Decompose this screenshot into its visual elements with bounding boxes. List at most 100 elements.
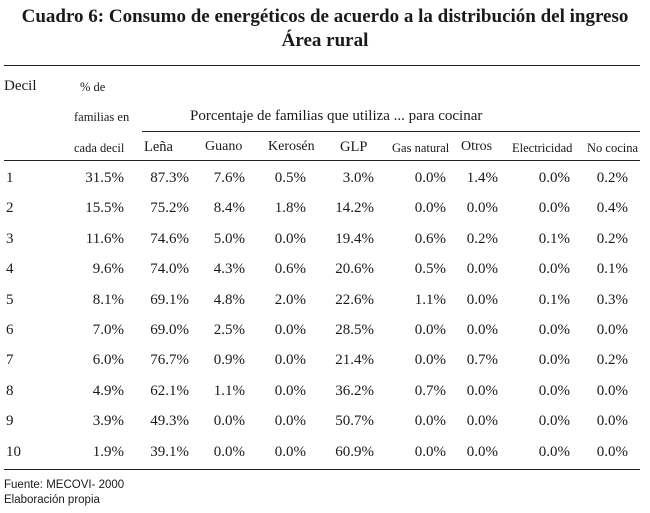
row-kerosen: 0.0% bbox=[274, 383, 306, 399]
row-pct-familias: 6.0% bbox=[92, 352, 124, 368]
row-no-cocina: 0.2% bbox=[596, 170, 628, 186]
row-guano: 0.0% bbox=[213, 444, 245, 460]
row-otros: 0.0% bbox=[466, 200, 498, 216]
row-no-cocina: 0.3% bbox=[596, 292, 628, 308]
row-gas-natural: 0.6% bbox=[414, 231, 446, 247]
row-glp: 36.2% bbox=[335, 383, 374, 399]
row-pct-familias: 9.6% bbox=[92, 261, 124, 277]
authorship-note: Elaboración propia bbox=[4, 494, 100, 506]
row-guano: 7.6% bbox=[213, 170, 245, 186]
row-lena: 76.7% bbox=[150, 352, 189, 368]
top-rule bbox=[4, 65, 640, 66]
row-gas-natural: 0.0% bbox=[414, 200, 446, 216]
row-kerosen: 0.0% bbox=[274, 352, 306, 368]
row-gas-natural: 0.0% bbox=[414, 413, 446, 429]
row-decil: 3 bbox=[6, 231, 14, 247]
row-decil: 7 bbox=[6, 352, 14, 368]
row-lena: 75.2% bbox=[150, 200, 189, 216]
row-electricidad: 0.0% bbox=[538, 383, 570, 399]
row-glp: 3.0% bbox=[342, 170, 374, 186]
row-electricidad: 0.0% bbox=[538, 444, 570, 460]
row-otros: 0.0% bbox=[466, 322, 498, 338]
row-kerosen: 0.5% bbox=[274, 170, 306, 186]
row-guano: 4.8% bbox=[213, 292, 245, 308]
row-electricidad: 0.0% bbox=[538, 352, 570, 368]
row-kerosen: 0.0% bbox=[274, 444, 306, 460]
row-guano: 1.1% bbox=[213, 383, 245, 399]
row-lena: 69.1% bbox=[150, 292, 189, 308]
header-bottom-rule bbox=[4, 160, 640, 161]
row-otros: 0.0% bbox=[466, 413, 498, 429]
row-guano: 2.5% bbox=[213, 322, 245, 338]
row-gas-natural: 0.0% bbox=[414, 352, 446, 368]
row-decil: 10 bbox=[6, 444, 21, 460]
header-pct-line3: cada decil bbox=[74, 141, 125, 155]
row-glp: 14.2% bbox=[335, 200, 374, 216]
row-glp: 22.6% bbox=[335, 292, 374, 308]
source-note: Fuente: MECOVI- 2000 bbox=[4, 479, 125, 491]
row-pct-familias: 7.0% bbox=[92, 322, 124, 338]
row-decil: 2 bbox=[6, 200, 14, 216]
header-col-lena: Leña bbox=[144, 139, 173, 155]
row-electricidad: 0.0% bbox=[538, 170, 570, 186]
row-decil: 8 bbox=[6, 383, 14, 399]
row-no-cocina: 0.4% bbox=[596, 200, 628, 216]
row-lena: 49.3% bbox=[150, 413, 189, 429]
row-kerosen: 0.6% bbox=[274, 261, 306, 277]
row-guano: 5.0% bbox=[213, 231, 245, 247]
row-pct-familias: 4.9% bbox=[92, 383, 124, 399]
row-decil: 9 bbox=[6, 413, 14, 429]
row-kerosen: 0.0% bbox=[274, 231, 306, 247]
header-col-kerosen: Kerosén bbox=[268, 139, 315, 154]
row-glp: 20.6% bbox=[335, 261, 374, 277]
row-no-cocina: 0.0% bbox=[596, 444, 628, 460]
header-col-electricidad: Electricidad bbox=[512, 141, 573, 155]
row-gas-natural: 0.5% bbox=[414, 261, 446, 277]
row-otros: 0.0% bbox=[466, 383, 498, 399]
row-electricidad: 0.0% bbox=[538, 200, 570, 216]
row-no-cocina: 0.0% bbox=[596, 322, 628, 338]
row-no-cocina: 0.2% bbox=[596, 231, 628, 247]
row-decil: 1 bbox=[6, 170, 14, 186]
table-title: Cuadro 6: Consumo de energéticos de acue… bbox=[21, 6, 629, 27]
row-kerosen: 1.8% bbox=[274, 200, 306, 216]
row-kerosen: 0.0% bbox=[274, 413, 306, 429]
row-decil: 5 bbox=[6, 292, 14, 308]
row-guano: 0.9% bbox=[213, 352, 245, 368]
header-pct-line1: % de bbox=[80, 80, 106, 94]
row-decil: 6 bbox=[6, 322, 14, 338]
header-col-no-cocina: No cocina bbox=[587, 141, 639, 155]
row-electricidad: 0.1% bbox=[538, 292, 570, 308]
header-subrule bbox=[142, 131, 640, 132]
row-otros: 0.0% bbox=[466, 261, 498, 277]
row-gas-natural: 0.7% bbox=[414, 383, 446, 399]
row-electricidad: 0.0% bbox=[538, 413, 570, 429]
row-glp: 21.4% bbox=[335, 352, 374, 368]
row-pct-familias: 3.9% bbox=[92, 413, 124, 429]
row-no-cocina: 0.2% bbox=[596, 352, 628, 368]
header-group-label: Porcentaje de familias que utiliza ... p… bbox=[190, 108, 483, 124]
row-lena: 74.0% bbox=[150, 261, 189, 277]
row-gas-natural: 0.0% bbox=[414, 170, 446, 186]
row-otros: 0.7% bbox=[466, 352, 498, 368]
row-glp: 28.5% bbox=[335, 322, 374, 338]
row-otros: 0.2% bbox=[466, 231, 498, 247]
header-col-gas-natural: Gas natural bbox=[392, 141, 450, 155]
header-col-glp: GLP bbox=[340, 139, 368, 155]
row-pct-familias: 31.5% bbox=[85, 170, 124, 186]
row-pct-familias: 1.9% bbox=[92, 444, 124, 460]
header-decil: Decil bbox=[4, 78, 37, 94]
row-glp: 50.7% bbox=[335, 413, 374, 429]
row-glp: 19.4% bbox=[335, 231, 374, 247]
header-pct-line2: familias en bbox=[74, 110, 130, 124]
table-subtitle: Área rural bbox=[281, 30, 369, 51]
row-otros: 0.0% bbox=[466, 292, 498, 308]
row-electricidad: 0.0% bbox=[538, 261, 570, 277]
row-lena: 39.1% bbox=[150, 444, 189, 460]
row-pct-familias: 15.5% bbox=[85, 200, 124, 216]
row-electricidad: 0.1% bbox=[538, 231, 570, 247]
row-otros: 1.4% bbox=[466, 170, 498, 186]
header-col-guano: Guano bbox=[205, 139, 243, 154]
bottom-rule bbox=[4, 469, 640, 470]
row-otros: 0.0% bbox=[466, 444, 498, 460]
